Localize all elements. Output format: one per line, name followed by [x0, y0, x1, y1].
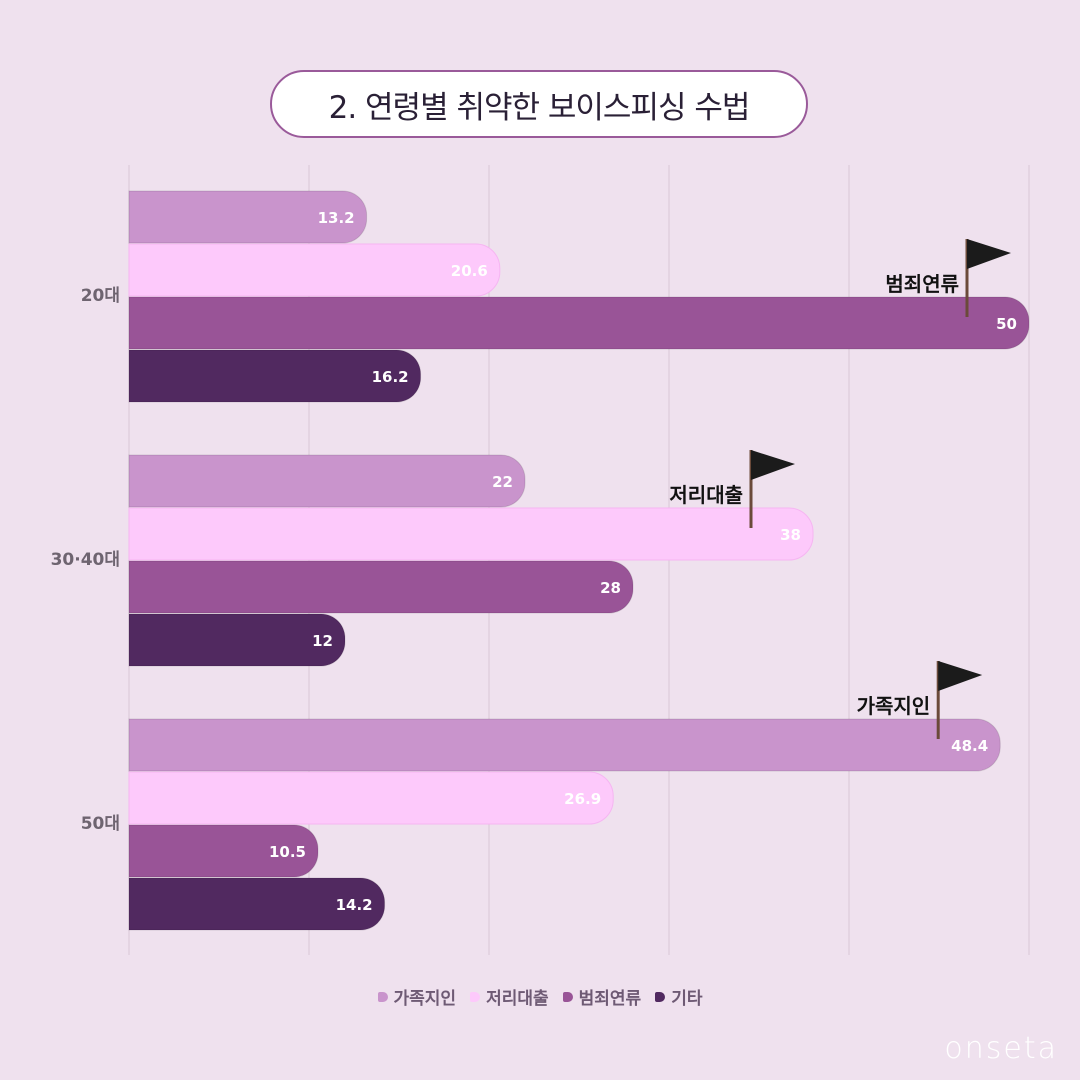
legend-label: 범죄연류 — [578, 989, 642, 1009]
bar — [128, 877, 386, 931]
bar-value-label: 48.4 — [951, 737, 988, 755]
legend-label: 저리대출 — [486, 989, 549, 1009]
bar — [128, 349, 422, 403]
bar-value-label: 12 — [312, 632, 333, 650]
legend-swatch — [377, 991, 388, 1002]
flag-label: 가족지인 — [857, 694, 931, 718]
flag-icon — [751, 450, 795, 480]
flag-icon — [967, 239, 1011, 269]
bar-value-label: 38 — [780, 526, 801, 544]
bar — [128, 771, 614, 825]
bar — [128, 613, 346, 667]
bar-value-label: 14.2 — [336, 896, 373, 914]
chart-title: 2. 연령별 취약한 보이스피싱 수법 — [328, 89, 751, 126]
bar-value-label: 26.9 — [564, 790, 601, 808]
category-label: 20대 — [81, 286, 120, 306]
category-label: 50대 — [81, 814, 120, 834]
bar — [128, 560, 634, 614]
bar-value-label: 16.2 — [372, 368, 409, 386]
bar — [128, 824, 319, 878]
bar — [128, 190, 368, 244]
legend-label: 기타 — [671, 989, 703, 1009]
chart-legend: 가족지인 저리대출 범죄연류 기타 — [0, 984, 1080, 1009]
bar — [128, 243, 501, 297]
bar-value-label: 13.2 — [318, 209, 355, 227]
legend-swatch — [562, 991, 573, 1002]
watermark-logo: onseta — [944, 1031, 1058, 1066]
chart-title-box: 2. 연령별 취약한 보이스피싱 수법 — [270, 70, 808, 138]
legend-item: 저리대출 — [470, 984, 549, 1009]
bar — [128, 718, 1001, 772]
bar-value-label: 20.6 — [451, 262, 488, 280]
bar-value-label: 10.5 — [269, 843, 306, 861]
category-label: 30·40대 — [51, 550, 120, 570]
bar — [128, 296, 1030, 350]
flag-icon — [938, 661, 983, 691]
legend-swatch — [470, 991, 481, 1002]
flag-label: 범죄연류 — [885, 272, 959, 296]
legend-item: 범죄연류 — [562, 984, 642, 1009]
bar-value-label: 50 — [996, 315, 1017, 333]
bar — [128, 507, 814, 561]
legend-swatch — [655, 991, 666, 1002]
bar — [128, 454, 526, 508]
flag-annotation: 저리대출 — [669, 450, 795, 528]
legend-item: 가족지인 — [377, 984, 457, 1009]
flag-annotation: 가족지인 — [857, 661, 983, 739]
flag-annotation: 범죄연류 — [885, 239, 1011, 317]
flag-label: 저리대출 — [669, 483, 743, 507]
bar-value-label: 22 — [492, 473, 513, 491]
legend-item: 기타 — [655, 984, 702, 1009]
bar-value-label: 28 — [600, 579, 621, 597]
legend-label: 가족지인 — [393, 989, 457, 1009]
